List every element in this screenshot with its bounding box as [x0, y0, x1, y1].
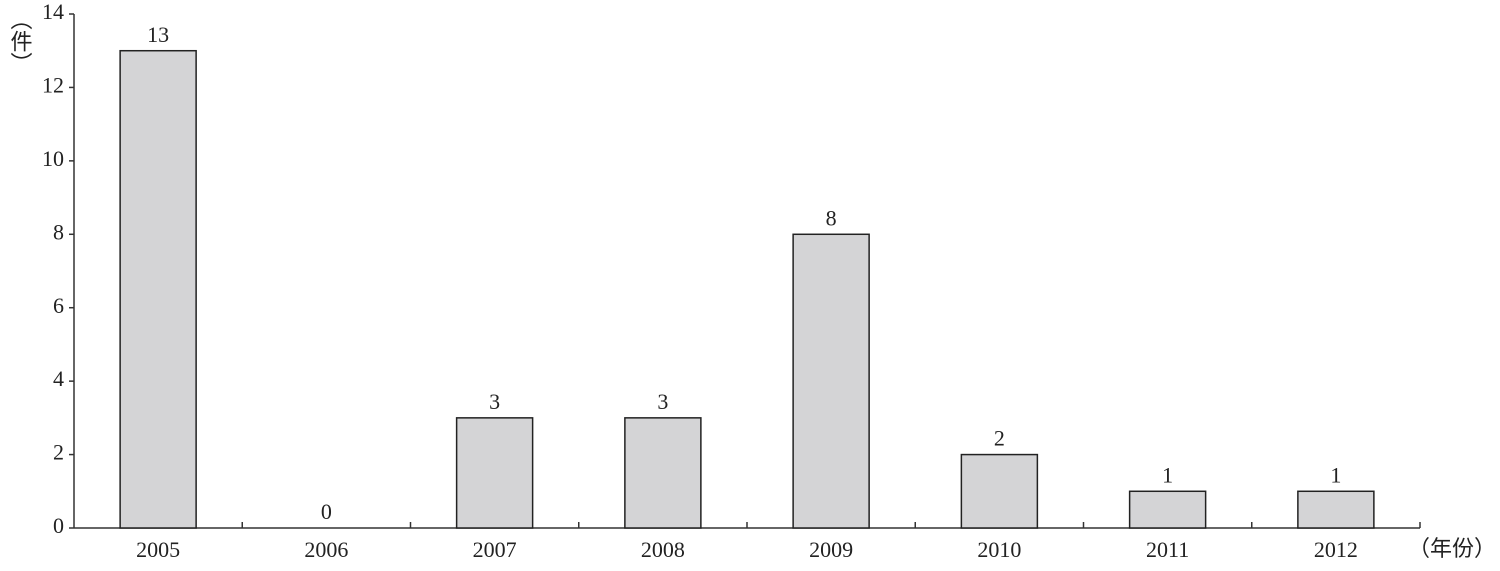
- y-tick-label: 6: [53, 293, 64, 318]
- bar: [1128, 490, 1207, 529]
- y-tick-label: 2: [53, 440, 64, 465]
- data-label: 2: [994, 426, 1005, 451]
- y-tick-label: 10: [42, 146, 64, 171]
- x-tick-label: 2012: [1314, 537, 1358, 562]
- data-label: 3: [657, 389, 668, 414]
- x-tick-label: 2005: [136, 537, 180, 562]
- x-tick-label: 2006: [304, 537, 348, 562]
- bar: [960, 453, 1039, 529]
- y-tick-label: 8: [53, 219, 64, 244]
- data-label: 8: [826, 205, 837, 230]
- data-label: 3: [489, 389, 500, 414]
- data-label: 1: [1162, 462, 1173, 487]
- y-tick-label: 12: [42, 72, 64, 97]
- bar: [455, 417, 534, 529]
- x-tick-label: 2009: [809, 537, 853, 562]
- data-label: 0: [321, 499, 332, 524]
- bar: [119, 49, 197, 529]
- bar: [624, 417, 702, 529]
- y-tick-label: 0: [53, 513, 64, 538]
- data-label: 13: [147, 22, 169, 47]
- y-tick-label: 4: [53, 366, 64, 391]
- bar: [792, 233, 870, 529]
- x-tick-label: 2008: [641, 537, 685, 562]
- x-tick-label: 2011: [1146, 537, 1189, 562]
- data-label: 1: [1330, 462, 1341, 487]
- x-tick-label: 2010: [977, 537, 1021, 562]
- bar: [1297, 490, 1375, 529]
- x-axis-label: （年份）: [1408, 536, 1496, 561]
- x-tick-label: 2007: [473, 537, 517, 562]
- y-axis-label: （件）: [8, 8, 33, 74]
- y-tick-label: 14: [42, 0, 64, 24]
